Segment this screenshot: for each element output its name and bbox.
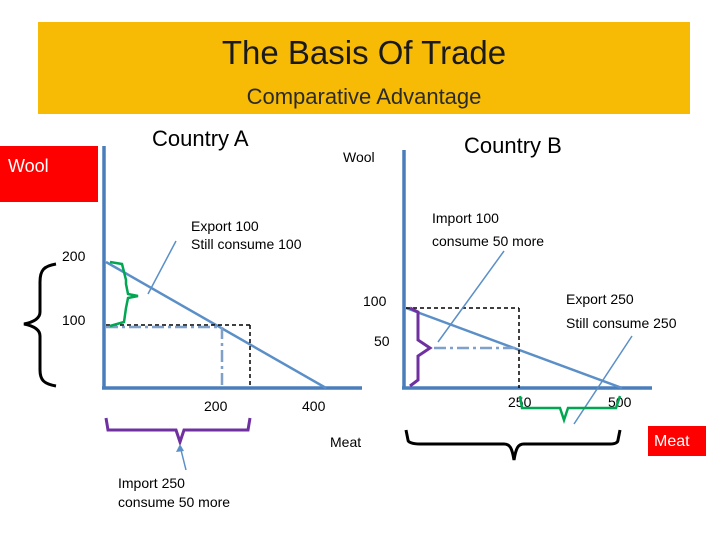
country-a-import-arrowhead: [176, 444, 184, 452]
country-b-export-line1: Export 250: [566, 291, 634, 307]
country-b-black-brace: [404, 429, 622, 461]
country-a-export-arrow: [147, 240, 177, 295]
country-b-export-arrow: [573, 335, 633, 425]
country-b-import-line2: consume 50 more: [432, 233, 544, 249]
page-title: The Basis Of Trade: [221, 34, 507, 71]
wool-label-box: [0, 146, 98, 202]
meat-axis-label: Meat: [330, 434, 361, 450]
country-b-import-arrow: [437, 250, 505, 343]
country-a-black-brace: [23, 262, 57, 388]
country-a-export-line2: Still consume 100: [191, 236, 302, 252]
country-a-import-line2: consume 50 more: [118, 494, 230, 510]
country-b-y-label: Wool: [343, 149, 375, 165]
meat-label-box: [648, 426, 706, 456]
country-a-y-tick-200: 200: [62, 248, 86, 264]
country-a-export-line1: Export 100: [191, 218, 259, 234]
country-b-x-tick-500: 500: [608, 394, 632, 410]
country-b-export-line2: Still consume 250: [566, 315, 677, 331]
country-b-green-brace: [518, 395, 622, 424]
country-b-import-line1: Import 100: [432, 210, 499, 226]
country-b-y-tick-50: 50: [374, 333, 390, 349]
title-banner: The Basis Of Trade Comparative Advantage: [38, 22, 690, 114]
country-b-panel: Wool Country B Import 100 consume 50 mor…: [343, 133, 706, 461]
country-a-x-tick-400: 400: [302, 398, 326, 414]
country-a-import-line1: Import 250: [118, 475, 185, 491]
page-subtitle: Comparative Advantage: [246, 84, 482, 109]
country-a-purple-brace: [104, 417, 252, 447]
country-a-title: Country A: [152, 126, 249, 151]
country-a-green-brace: [109, 260, 139, 328]
country-a-x-tick-200: 200: [204, 398, 228, 414]
country-b-y-tick-100: 100: [363, 293, 387, 309]
country-a-budget-line: [105, 260, 327, 390]
country-b-title: Country B: [464, 133, 562, 158]
country-a-panel: Wool Country A Export 100 Still consume …: [0, 126, 362, 510]
wool-label-a: Wool: [8, 156, 49, 176]
country-b-purple-brace: [409, 306, 433, 388]
meat-label-b: Meat: [654, 433, 690, 450]
country-a-y-tick-100: 100: [62, 312, 86, 328]
